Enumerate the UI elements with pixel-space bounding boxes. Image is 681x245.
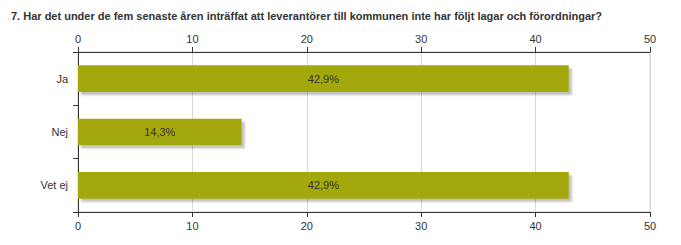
svg-text:7. Har det under de fem senast: 7. Har det under de fem senaste åren int… bbox=[11, 10, 602, 22]
svg-text:Ja: Ja bbox=[56, 73, 69, 85]
svg-text:0: 0 bbox=[75, 220, 81, 232]
svg-text:14,3%: 14,3% bbox=[144, 126, 175, 138]
svg-text:10: 10 bbox=[186, 33, 198, 45]
svg-text:40: 40 bbox=[529, 220, 541, 232]
svg-text:30: 30 bbox=[415, 220, 427, 232]
svg-text:42,9%: 42,9% bbox=[308, 73, 339, 85]
svg-text:Vet ej: Vet ej bbox=[40, 179, 68, 191]
svg-text:50: 50 bbox=[644, 220, 656, 232]
svg-text:50: 50 bbox=[644, 33, 656, 45]
svg-text:30: 30 bbox=[415, 33, 427, 45]
svg-text:20: 20 bbox=[301, 33, 313, 45]
svg-text:Nej: Nej bbox=[51, 126, 68, 138]
svg-text:10: 10 bbox=[186, 220, 198, 232]
svg-text:20: 20 bbox=[301, 220, 313, 232]
svg-text:42,9%: 42,9% bbox=[308, 179, 339, 191]
svg-text:0: 0 bbox=[75, 33, 81, 45]
svg-text:40: 40 bbox=[529, 33, 541, 45]
